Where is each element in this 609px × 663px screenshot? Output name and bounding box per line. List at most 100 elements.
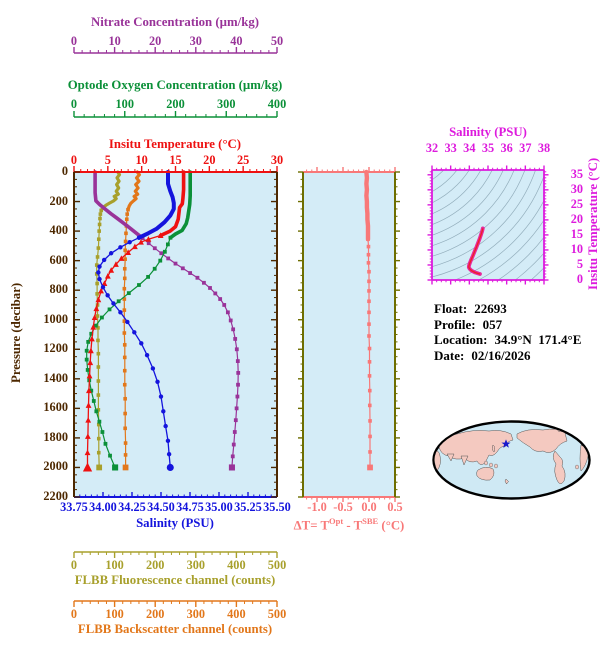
tick-label: 30: [189, 34, 202, 48]
tick-label: 1600: [43, 400, 68, 415]
oxygen-axis-title: Optode Oxygen Concentration (µm/kg): [67, 78, 283, 92]
tick-label: 600: [49, 252, 68, 267]
tick-label: 34.00: [89, 500, 117, 514]
tick-label: 0.5: [387, 500, 403, 514]
info-label: Date:: [434, 347, 465, 363]
info-row: Float: 22693: [434, 301, 581, 317]
info-label: Location:: [434, 332, 488, 348]
tick-label: 2200: [43, 489, 68, 503]
tick-label: 20: [570, 212, 583, 226]
tick-label: 37: [519, 141, 532, 155]
tick-label: 300: [186, 607, 206, 621]
tick-label: 35.50: [263, 500, 291, 514]
info-value: 057: [482, 316, 503, 332]
ts-temperature-axis-title: Insitu Temperature (°C): [586, 157, 601, 290]
info-value: 34.9°N 171.4°E: [494, 332, 582, 348]
ts-salinity-axis-title: Salinity (PSU): [449, 125, 527, 139]
tick-label: 38: [537, 141, 551, 155]
info-value: 22693: [474, 301, 507, 316]
float-info-block: Float: 22693 Profile: 057 Location: 34.9°N 17…: [434, 301, 581, 363]
series-oxygen: [84, 170, 192, 471]
series-fluorescence: [94, 170, 122, 471]
main-plot-area: [74, 172, 277, 497]
info-row: Location: 34.9°N 171.4°E: [434, 332, 581, 348]
backscatter-axis-title: FLBB Backscatter channel (counts): [77, 622, 273, 636]
salinity-axis-title: Salinity (PSU): [136, 516, 214, 530]
tick-label: 35.25: [234, 500, 262, 514]
tick-label: 300: [186, 558, 206, 572]
tick-label: 200: [166, 97, 185, 111]
tick-label: 1000: [43, 311, 68, 326]
tick-label: 200: [49, 193, 68, 208]
tick-label: 200: [145, 607, 165, 621]
tick-label: 0: [61, 164, 68, 178]
tick-label: 100: [115, 97, 134, 111]
tick-label: 32: [425, 141, 439, 155]
tick-label: 25: [237, 153, 250, 167]
tick-label: 0: [70, 97, 78, 111]
tick-label: 500: [267, 558, 287, 572]
tick-label: 40: [230, 34, 243, 48]
series-delta: [364, 169, 373, 471]
tick-label: 0: [70, 558, 78, 572]
tick-label: 10: [570, 242, 583, 256]
tick-label: 36: [500, 141, 513, 155]
series-temperature: [82, 170, 186, 472]
tick-label: 50: [270, 34, 284, 48]
pressure-axis-title: Pressure (decibar): [9, 282, 24, 383]
tick-label: 30: [570, 182, 583, 196]
temperature-axis-title: Insitu Temperature (°C): [108, 137, 242, 151]
tick-label: 15: [169, 153, 182, 167]
tick-label: 400: [267, 97, 287, 111]
series-salinity: [96, 170, 176, 471]
info-value: 02/16/2026: [471, 347, 531, 363]
series-backscatter: [122, 170, 141, 471]
world-map: [432, 420, 591, 500]
tick-label: 800: [49, 282, 68, 297]
tick-label: 1800: [43, 429, 68, 444]
info-row: Profile: 057: [434, 317, 581, 333]
tick-label: 400: [227, 607, 246, 621]
tick-label: 20: [149, 34, 162, 48]
delta-t-axis-title: ΔT= TOpt - TSBE (°C): [293, 516, 405, 533]
tick-label: 100: [105, 558, 124, 572]
tick-label: 5: [576, 257, 583, 271]
info-label: Float:: [434, 301, 468, 316]
tick-label: 34.50: [147, 500, 175, 514]
tick-label: 200: [145, 558, 165, 572]
fluorescence-axis-title: FLBB Fluorescence channel (counts): [74, 573, 276, 587]
tick-label: 5: [104, 153, 111, 167]
tick-label: 34.75: [176, 500, 204, 514]
info-row: Date: 02/16/2026: [434, 348, 581, 364]
tick-label: 500: [267, 607, 287, 621]
tick-label: 100: [105, 607, 124, 621]
tick-label: 0: [70, 34, 78, 48]
tick-label: 400: [49, 223, 68, 238]
tick-label: 15: [570, 227, 583, 241]
tick-label: 10: [135, 153, 148, 167]
tick-label: 1400: [43, 370, 68, 385]
tick-label: 20: [203, 153, 216, 167]
series-nitrate: [93, 170, 241, 471]
tick-label: 33.75: [60, 500, 88, 514]
tick-label: 33: [444, 141, 457, 155]
ts-profile-curve: [466, 226, 485, 276]
tick-label: 25: [570, 197, 583, 211]
tick-label: 0.0: [361, 500, 377, 514]
tick-label: 400: [227, 558, 246, 572]
tick-label: -0.5: [333, 500, 353, 514]
tick-label: 0: [576, 272, 583, 286]
tick-label: 35.00: [205, 500, 233, 514]
info-label: Profile:: [434, 316, 476, 332]
float-location-star: [501, 439, 511, 448]
tick-label: 35: [570, 167, 583, 181]
tick-label: 34.25: [118, 500, 146, 514]
tick-label: 30: [270, 153, 284, 167]
tick-label: 300: [217, 97, 236, 111]
tick-label: 1200: [43, 341, 68, 356]
tick-label: 34: [463, 141, 476, 155]
tick-label: -1.0: [307, 500, 327, 514]
tick-label: 0: [70, 153, 78, 167]
